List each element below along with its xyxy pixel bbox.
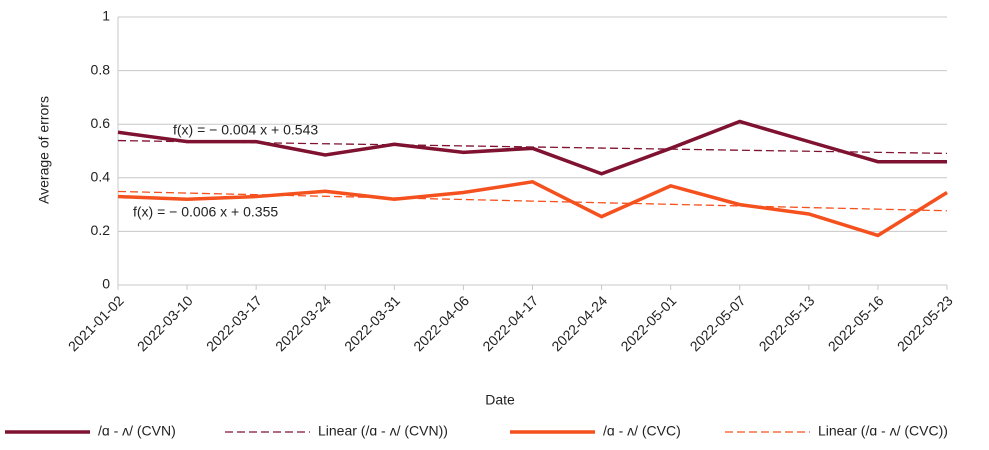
x-axis-label: Date [485,392,515,408]
x-tick-label: 2021-01-02 [65,292,127,354]
y-tick-label: 0.6 [91,115,111,131]
x-tick-label: 2022-05-23 [894,292,956,354]
series-line [117,119,947,176]
x-tick-label: 2022-04-24 [548,292,610,354]
legend-label: /ɑ - ʌ/ (CVN) [98,423,176,439]
x-tick-label: 2022-05-16 [825,292,887,354]
x-tick-label: 2022-05-07 [687,292,749,354]
legend-label: Linear (/ɑ - ʌ/ (CVN)) [318,423,448,439]
x-tick-label: 2022-03-10 [134,292,196,354]
legend-label: /ɑ - ʌ/ (CVC) [603,423,681,439]
x-tick-label: 2022-03-17 [203,292,265,354]
x-tick-label: 2022-04-06 [410,292,472,354]
x-tick-label: 2022-05-01 [617,292,679,354]
series-line [117,180,948,238]
y-tick-label: 0.4 [91,169,111,185]
trend-line [117,139,948,155]
x-tick-label: 2022-04-17 [479,292,541,354]
legend-label: Linear (/ɑ - ʌ/ (CVC)) [818,423,948,439]
y-axis-label: Average of errors [36,96,52,204]
y-tick-label: 0 [102,276,110,292]
x-tick-label: 2022-03-24 [272,292,334,354]
x-tick-label: 2022-05-13 [756,292,818,354]
annotation: f(x) = − 0.006 x + 0.355 [133,204,278,220]
y-tick-label: 1 [102,8,110,24]
annotation: f(x) = − 0.004 x + 0.543 [173,122,318,138]
x-tick-label: 2022-03-31 [341,292,403,354]
y-tick-label: 0.8 [91,61,111,77]
trend-line [117,190,948,212]
y-tick-label: 0.2 [91,222,111,238]
